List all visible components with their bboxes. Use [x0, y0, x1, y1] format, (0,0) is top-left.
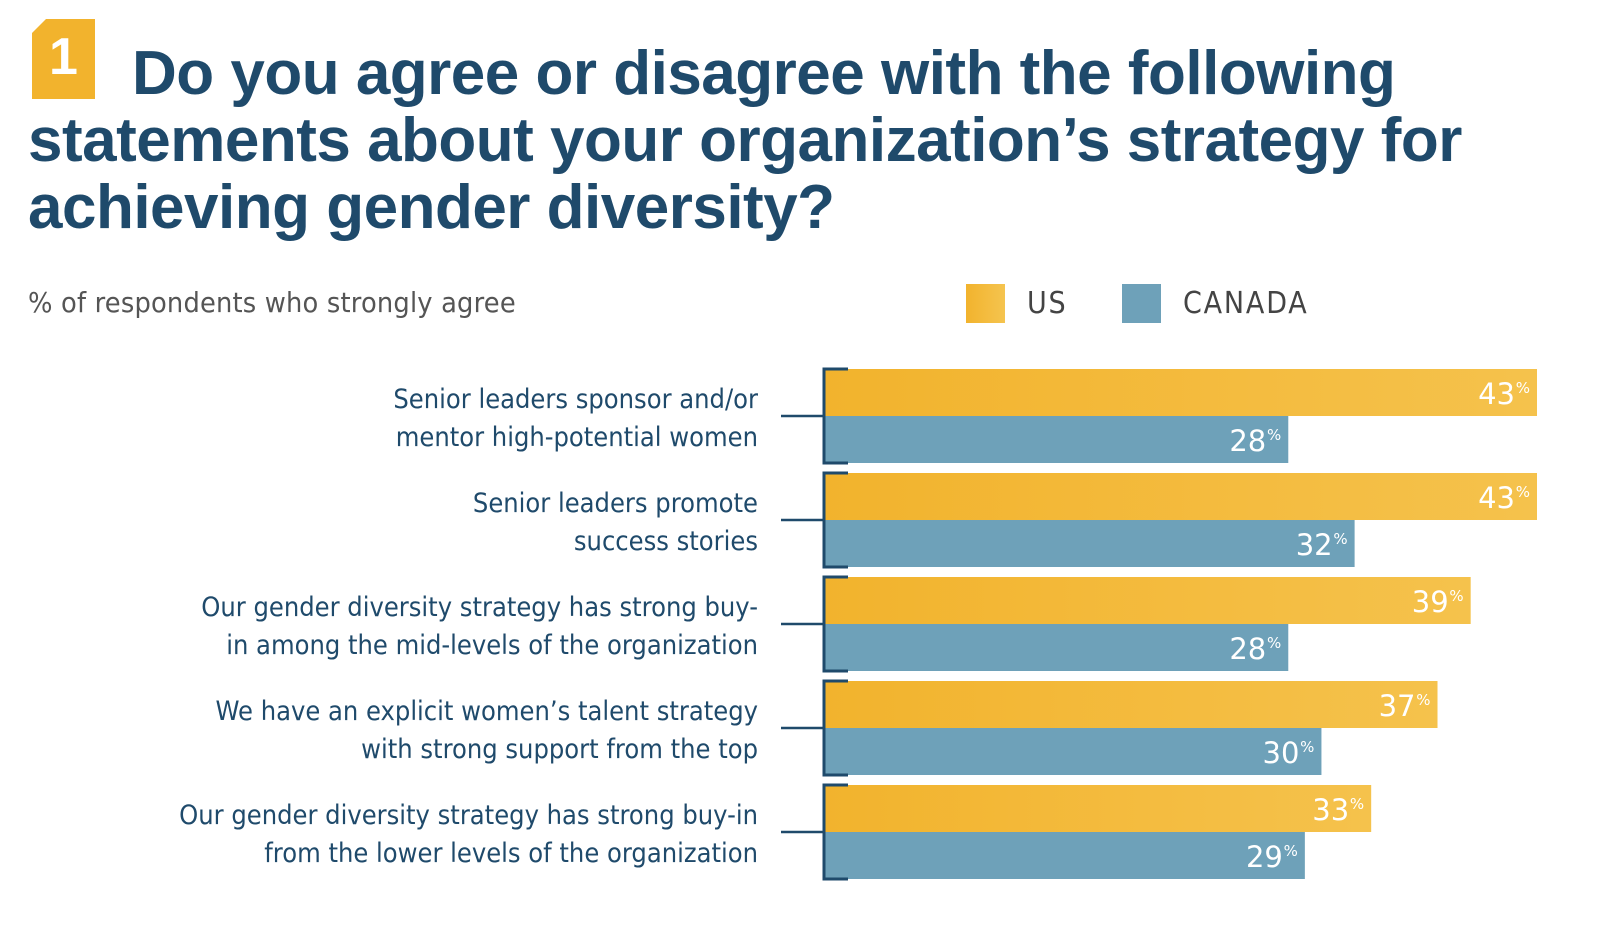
data-label-percent-sign: % — [1416, 691, 1430, 709]
legend-item-canada: CANADA — [1122, 284, 1323, 323]
data-label-percent-sign: % — [1267, 426, 1281, 444]
data-label-percent-sign: % — [1333, 530, 1347, 548]
data-label-percent-sign: % — [1516, 483, 1530, 501]
chart-subtitle: % of respondents who strongly agree — [28, 286, 516, 319]
question-number: 1 — [49, 28, 78, 86]
data-label-us: 43 — [1478, 481, 1515, 515]
data-label-percent-sign: % — [1516, 379, 1530, 397]
data-label-percent-sign: % — [1449, 587, 1463, 605]
data-label-percent-sign: % — [1300, 738, 1314, 756]
bar-canada — [824, 416, 1289, 463]
category-label: Our gender diversity strategy has strong… — [179, 800, 758, 832]
category-label: in among the mid-levels of the organizat… — [226, 630, 758, 662]
category-label: Our gender diversity strategy has strong… — [201, 592, 758, 624]
category-label: Senior leaders promote — [473, 488, 758, 520]
data-label-us: 39 — [1412, 585, 1449, 619]
legend-swatch-us — [966, 284, 1005, 323]
category-label: from the lower levels of the organizatio… — [264, 838, 758, 870]
data-label-canada: 30 — [1263, 736, 1300, 770]
legend-label-canada: CANADA — [1183, 286, 1309, 321]
data-label-canada: 29 — [1246, 840, 1283, 874]
legend-label-us: US — [1027, 286, 1068, 321]
data-label-canada: 28 — [1229, 424, 1266, 458]
data-label-percent-sign: % — [1350, 795, 1364, 813]
data-label-canada: 28 — [1229, 632, 1266, 666]
data-label-canada: 32 — [1296, 528, 1333, 562]
data-label-percent-sign: % — [1284, 842, 1298, 860]
question-number-badge: 1 — [32, 19, 95, 99]
data-label-us: 43 — [1478, 377, 1515, 411]
bar-us — [824, 785, 1372, 832]
bar-canada — [824, 832, 1305, 879]
category-label: success stories — [574, 526, 758, 558]
bar-us — [824, 369, 1537, 416]
bar-us — [824, 681, 1438, 728]
bar-canada — [824, 624, 1289, 671]
legend-swatch-canada — [1122, 284, 1162, 323]
category-label: Senior leaders sponsor and/or — [393, 384, 758, 416]
category-label: mentor high-potential women — [396, 422, 758, 454]
chart-title: Do you agree or disagree with the follow… — [28, 39, 1462, 242]
category-label: We have an explicit women’s talent strat… — [215, 696, 758, 728]
category-label: with strong support from the top — [361, 734, 758, 766]
data-label-us: 37 — [1379, 689, 1416, 723]
data-label-us: 33 — [1312, 793, 1349, 827]
bar-canada — [824, 728, 1322, 775]
bar-canada — [824, 520, 1355, 567]
data-label-percent-sign: % — [1267, 634, 1281, 652]
legend-item-us: US — [966, 284, 1072, 323]
bar-us — [824, 577, 1471, 624]
bar-us — [824, 473, 1537, 520]
legend: US CANADA — [966, 284, 1373, 323]
